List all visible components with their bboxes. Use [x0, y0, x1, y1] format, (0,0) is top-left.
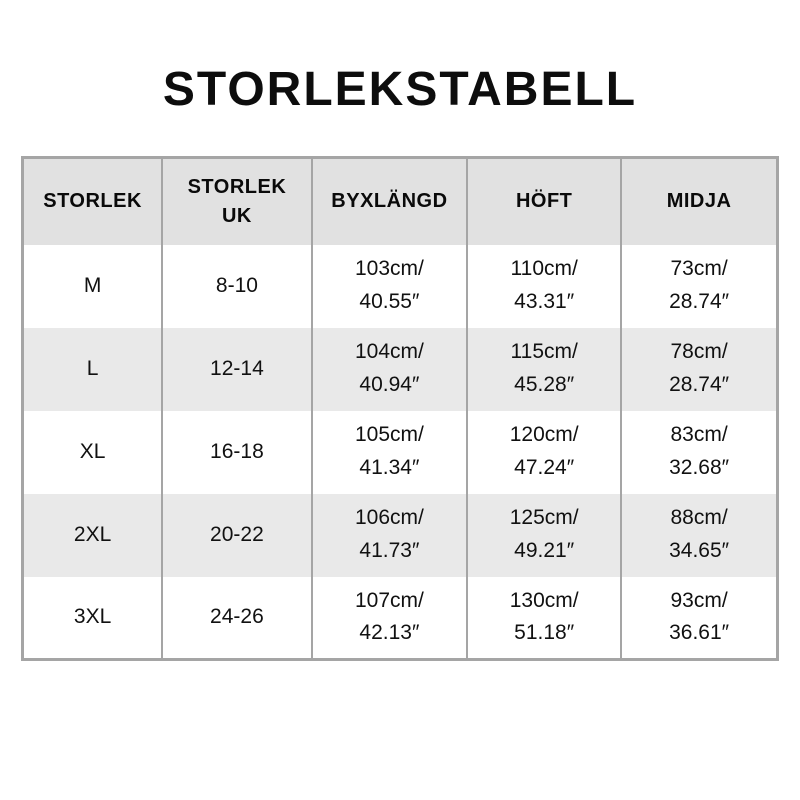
cell-size: M: [83, 273, 102, 297]
cell-byxlangd: 107cm/ 42.13″: [310, 576, 468, 660]
cell-midja: 93cm/ 36.61″: [620, 576, 778, 660]
cell-hoft: 120cm/ 47.24″: [466, 410, 622, 494]
table-row-2xl: 2XL 20-22 106cm/ 41.73″ 125cm/ 49.21″ 88…: [22, 493, 778, 577]
cell-uk: 12-14: [161, 327, 312, 411]
cell-uk: 20-22: [161, 493, 312, 577]
cell-byxlangd: 106cm/ 41.73″: [310, 493, 468, 577]
cell-size: 3XL: [73, 604, 112, 628]
page-title: STORLEKSTABELL: [162, 63, 638, 116]
header-cell-hoft: HÖFT: [466, 157, 622, 245]
cell-size: XL: [79, 439, 106, 463]
cell-midja: 73cm/ 28.74″: [620, 244, 778, 328]
cell-byxlangd: 105cm/ 41.34″: [310, 410, 468, 494]
cell-hoft: 125cm/ 49.21″: [466, 493, 622, 577]
cell-uk: 16-18: [161, 410, 312, 494]
table-row-l: L 12-14 104cm/ 40.94″ 115cm/ 45.28″ 78cm…: [22, 327, 778, 411]
size-table: STORLEK STORLEK UK BYXLÄNGD HÖFT MIDJA M…: [21, 156, 779, 661]
cell-byxlangd: 104cm/ 40.94″: [310, 327, 468, 411]
header-cell-midja: MIDJA: [620, 157, 778, 245]
header-cell-storlek-uk: STORLEK UK: [161, 157, 312, 245]
cell-byxlangd: 103cm/ 40.55″: [310, 244, 468, 328]
cell-hoft: 115cm/ 45.28″: [466, 327, 622, 411]
table-row-xl: XL 16-18 105cm/ 41.34″ 120cm/ 47.24″ 83c…: [22, 410, 778, 494]
cell-size: 2XL: [73, 522, 112, 546]
cell-uk: 8-10: [161, 244, 312, 328]
cell-hoft: 130cm/ 51.18″: [466, 576, 622, 660]
table-row-m: M 8-10 103cm/ 40.55″ 110cm/ 43.31″ 73cm/…: [22, 244, 778, 328]
cell-midja: 78cm/ 28.74″: [620, 327, 778, 411]
cell-size: L: [86, 356, 99, 380]
header-cell-storlek: STORLEK: [43, 190, 142, 213]
table-header-row: STORLEK STORLEK UK BYXLÄNGD HÖFT MIDJA: [22, 157, 778, 245]
header-cell-byxlangd: BYXLÄNGD: [310, 157, 468, 245]
cell-midja: 88cm/ 34.65″: [620, 493, 778, 577]
cell-uk: 24-26: [161, 576, 312, 660]
cell-midja: 83cm/ 32.68″: [620, 410, 778, 494]
table-row-3xl: 3XL 24-26 107cm/ 42.13″ 130cm/ 51.18″ 93…: [22, 576, 778, 660]
cell-hoft: 110cm/ 43.31″: [466, 244, 622, 328]
